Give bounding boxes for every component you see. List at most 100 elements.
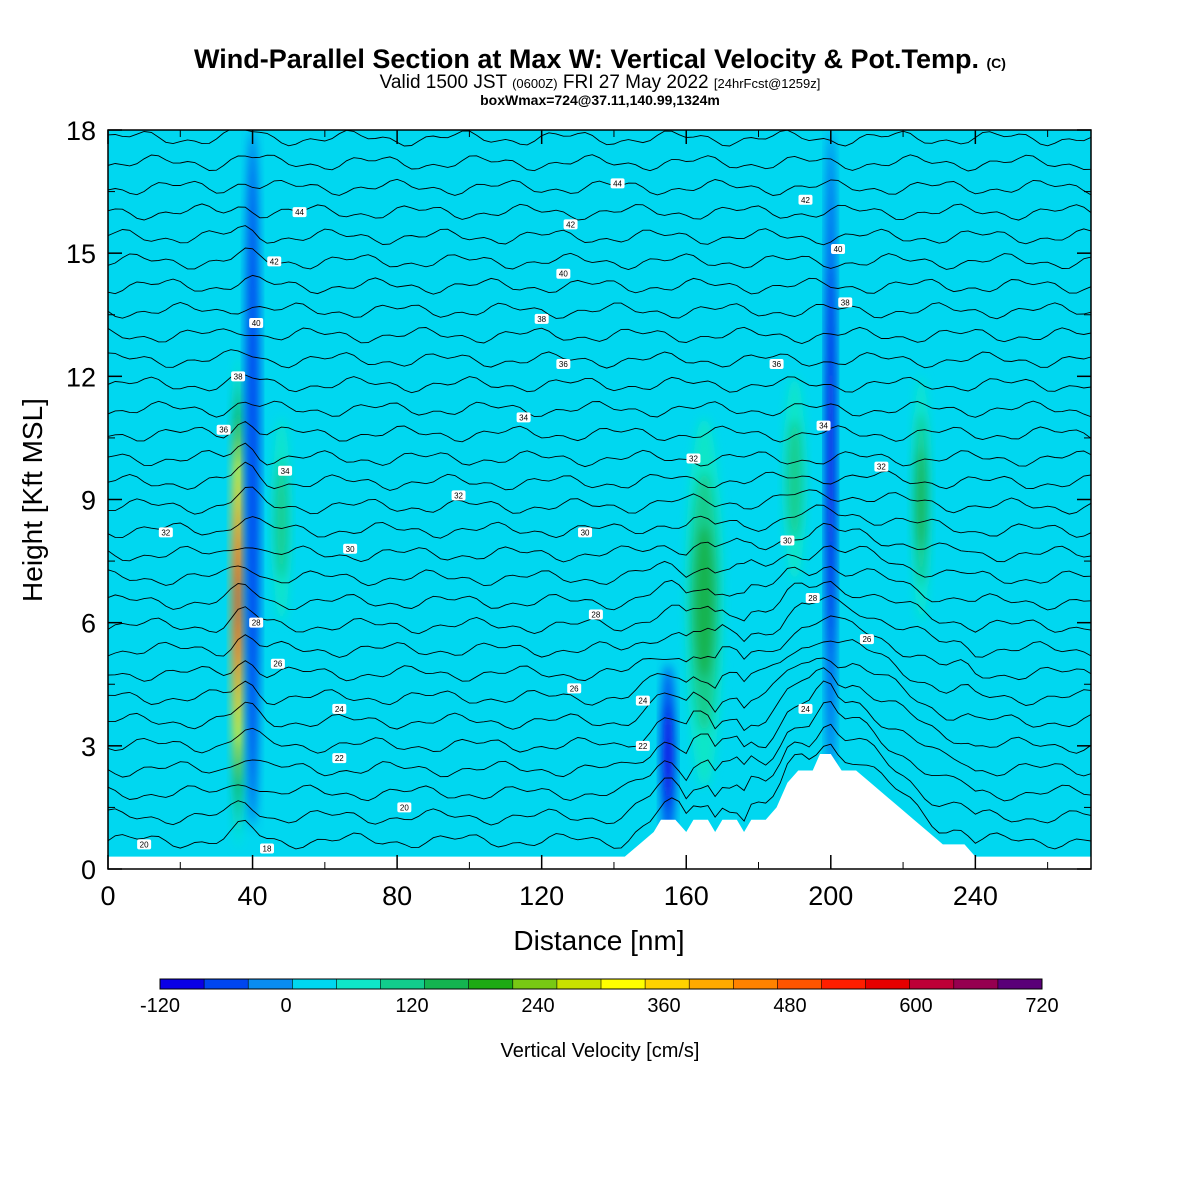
contour-label: 40 xyxy=(556,268,571,279)
contour-label: 26 xyxy=(270,658,285,669)
isentrope-line xyxy=(108,178,1091,196)
svg-text:26: 26 xyxy=(862,635,871,644)
contour-label: 42 xyxy=(267,256,282,267)
updraft-level xyxy=(274,460,289,580)
isentrope-line xyxy=(108,504,1091,539)
updraft-1 xyxy=(272,417,291,623)
x-tick-label: 120 xyxy=(519,881,564,911)
y-tick-label: 0 xyxy=(81,855,96,885)
svg-text:32: 32 xyxy=(877,463,886,472)
isentrope-line xyxy=(108,274,1091,295)
svg-text:30: 30 xyxy=(783,537,792,546)
isentrope-line xyxy=(108,130,1091,147)
isentrope-line xyxy=(108,420,1091,443)
chart-subtitle: Valid 1500 JST (0600Z) FRI 27 May 2022 [… xyxy=(379,72,821,93)
isentrope-line xyxy=(108,680,1091,778)
plot-area: 20 18 20 22 24 26 28 26 24 22 28 30 30 32 32 34 36 34 38 40… xyxy=(108,130,1091,869)
isentrope-line xyxy=(108,461,1091,491)
isentrope-line xyxy=(108,154,1091,172)
updraft-level xyxy=(915,448,927,551)
y-axis-label: Height [Kft MSL] xyxy=(17,398,48,602)
isentrope-line xyxy=(108,522,1091,563)
colorbar-swatch xyxy=(380,979,426,989)
svg-text:24: 24 xyxy=(335,705,344,714)
isentrope-line xyxy=(108,225,1091,246)
isentrope-line xyxy=(108,486,1091,515)
svg-text:20: 20 xyxy=(400,803,409,812)
updraft-4 xyxy=(912,376,931,623)
contour-label: 20 xyxy=(137,839,152,850)
colorbar-tick-label: 240 xyxy=(521,995,554,1017)
contour-label: 32 xyxy=(874,461,889,472)
x-tick-label: 200 xyxy=(808,881,853,911)
svg-text:38: 38 xyxy=(841,298,850,307)
contour-labels: 20 18 20 22 24 26 28 26 24 22 28 30 30 32 32 34 36 34 38 40… xyxy=(137,178,889,854)
svg-text:38: 38 xyxy=(234,372,243,381)
colorbar: -120 0 120 240 360 480 600 720 xyxy=(140,978,1059,1017)
contour-label: 18 xyxy=(260,843,275,854)
isentrope-line xyxy=(108,203,1091,221)
contour-label: 28 xyxy=(805,593,820,604)
colorbar-swatch xyxy=(777,979,822,989)
colorbar-swatch xyxy=(248,979,293,989)
svg-text:36: 36 xyxy=(219,426,228,435)
colorbar-tick-label: 120 xyxy=(395,995,428,1017)
contour-label: 38 xyxy=(534,313,549,324)
colorbar-swatch xyxy=(204,979,249,989)
updraft-2 xyxy=(686,417,723,787)
isentrope-line xyxy=(108,302,1091,320)
colorbar-swatch xyxy=(468,979,514,989)
colorbar-tick-label: 600 xyxy=(899,995,932,1017)
y-tick-label: 15 xyxy=(66,239,96,269)
contour-label: 20 xyxy=(397,802,412,813)
isentrope-line xyxy=(108,667,1091,754)
colorbar-tick-label: 360 xyxy=(647,995,680,1017)
contour-label: 44 xyxy=(292,207,307,218)
contour-label: 32 xyxy=(686,453,701,464)
contour-label: 32 xyxy=(451,490,466,501)
updraft-3 xyxy=(783,376,806,582)
svg-text:36: 36 xyxy=(772,360,781,369)
isentrope-line xyxy=(108,595,1091,658)
contour-label: 22 xyxy=(635,740,650,751)
contour-label: 38 xyxy=(231,371,246,382)
contour-label: 22 xyxy=(332,753,347,764)
svg-text:30: 30 xyxy=(346,545,355,554)
colorbar-swatch xyxy=(645,979,690,989)
colorbar-tick-label: 720 xyxy=(1025,995,1058,1017)
isentrope-line xyxy=(108,349,1091,369)
contour-label: 28 xyxy=(249,617,264,628)
y-tick-label: 9 xyxy=(81,486,96,516)
colorbar-label: Vertical Velocity [cm/s] xyxy=(501,1040,700,1062)
svg-text:28: 28 xyxy=(252,619,261,628)
contour-label: 40 xyxy=(831,244,846,255)
contour-label: 42 xyxy=(798,194,813,205)
svg-text:18: 18 xyxy=(263,844,272,853)
colorbar-swatch xyxy=(160,979,205,989)
colorbar-swatch xyxy=(556,979,602,989)
contour-label: 36 xyxy=(556,359,571,370)
svg-text:34: 34 xyxy=(281,467,290,476)
x-tick-label: 0 xyxy=(100,881,115,911)
isentrope-line xyxy=(108,639,1091,706)
svg-text:24: 24 xyxy=(801,705,810,714)
contour-label: 30 xyxy=(343,543,358,554)
colorbar-swatch xyxy=(424,979,470,989)
potential-temperature-contours xyxy=(108,130,1091,850)
colorbar-tick-label: -120 xyxy=(140,995,180,1017)
contour-label: 34 xyxy=(816,420,831,431)
colorbar-swatch xyxy=(997,979,1043,989)
colorbar-swatch xyxy=(821,979,867,989)
contour-label: 34 xyxy=(516,412,531,423)
isentrope-line xyxy=(108,566,1091,611)
contour-label: 42 xyxy=(563,219,578,230)
downdraft-0 xyxy=(245,130,260,828)
isentrope-line xyxy=(108,545,1091,587)
colorbar-swatch xyxy=(292,979,337,989)
contour-label: 32 xyxy=(158,527,173,538)
colorbar-swatch xyxy=(512,979,558,989)
x-axis: 0 40 80 120 160 200 240 xyxy=(100,130,1049,911)
contour-label: 30 xyxy=(780,535,795,546)
svg-text:40: 40 xyxy=(834,245,843,254)
